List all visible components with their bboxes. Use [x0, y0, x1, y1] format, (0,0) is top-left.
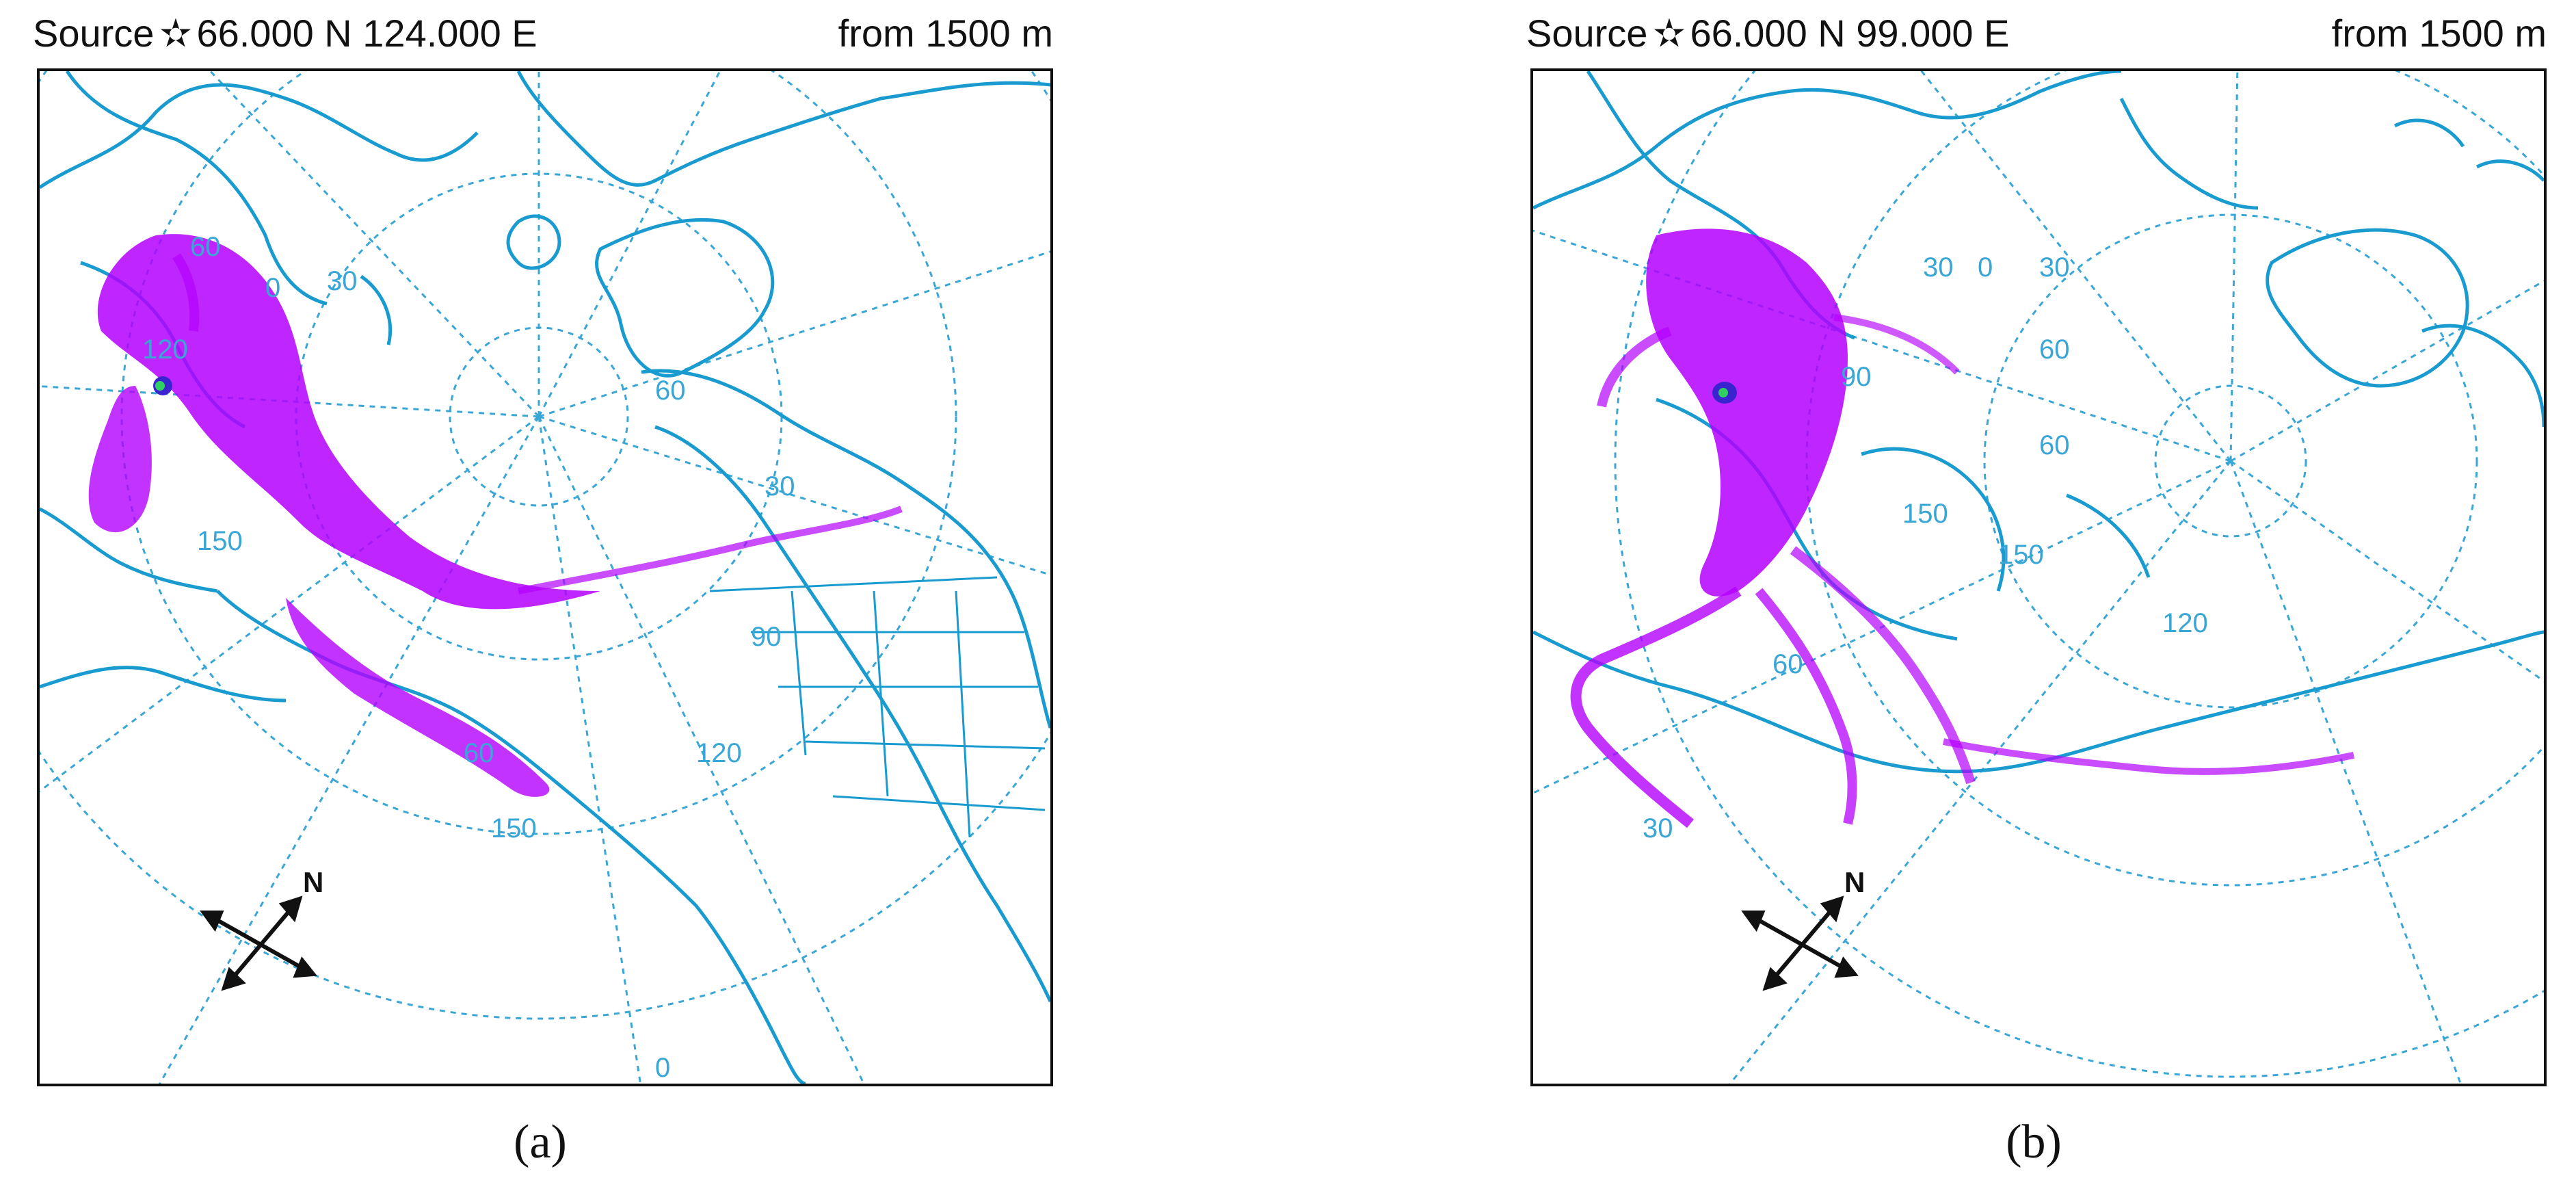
meridian	[2229, 71, 2239, 462]
svg-text:60: 60	[1772, 649, 1803, 679]
svg-text:60: 60	[2039, 335, 2070, 365]
panel-b-caption: (b)	[2006, 1116, 2062, 1168]
compass-a: N	[200, 866, 323, 991]
meridian	[538, 250, 1050, 418]
svg-text:0: 0	[265, 273, 280, 303]
source-latitude: 66.000 N	[1690, 12, 1846, 55]
release-height: from 1500 m	[2331, 12, 2547, 55]
compass-b: N	[1741, 866, 1865, 991]
map-b: 30 0 30 60 90 150 150 60 30 120 60 N	[1533, 71, 2544, 1084]
lat-circle	[1805, 71, 2544, 887]
coastlines-a	[40, 71, 1050, 1084]
meridian	[1533, 460, 2231, 794]
svg-text:150: 150	[1998, 540, 2044, 570]
source-star-icon: ✫	[159, 12, 192, 55]
arrowhead-icon	[278, 895, 303, 923]
lat-circle	[2154, 384, 2307, 538]
coastlines-b	[1533, 71, 2544, 774]
compass-cross-axis	[1744, 911, 1856, 976]
lat-circle	[1614, 71, 2544, 1078]
release-height: from 1500 m	[838, 12, 1053, 55]
source-longitude: 124.000 E	[362, 12, 537, 55]
svg-text:120: 120	[696, 738, 742, 768]
arrowhead-icon	[293, 956, 317, 978]
plume-b	[1570, 228, 2354, 828]
meridian	[1920, 71, 2232, 462]
meridian	[209, 71, 540, 418]
svg-text:150: 150	[197, 526, 243, 556]
source-marker	[155, 381, 165, 391]
meridian	[537, 71, 721, 417]
lat-circle	[1983, 213, 2478, 709]
arrowhead-icon	[1762, 967, 1788, 991]
source-latitude: 66.000 N	[196, 12, 352, 55]
svg-text:0: 0	[655, 1053, 670, 1083]
svg-text:150: 150	[1902, 499, 1948, 529]
source-label: Source	[33, 12, 155, 55]
meridian	[158, 416, 540, 1084]
plume-a	[88, 234, 903, 797]
svg-text:60: 60	[464, 738, 494, 768]
graticule-a	[40, 71, 1050, 1084]
meridian	[538, 415, 1050, 576]
meridian	[2229, 460, 2462, 1084]
meridian	[2230, 460, 2544, 683]
meridian	[1533, 229, 2231, 462]
arrowhead-icon	[1741, 911, 1766, 932]
arrowhead-icon	[1820, 895, 1844, 923]
svg-text:120: 120	[2162, 608, 2208, 638]
svg-text:150: 150	[491, 813, 537, 843]
arrowhead-icon	[1834, 956, 1859, 978]
svg-text:90: 90	[1841, 362, 1872, 392]
svg-text:120: 120	[142, 335, 188, 365]
svg-text:30: 30	[2039, 252, 2070, 283]
compass-north-label: N	[1844, 866, 1865, 898]
svg-text:30: 30	[1643, 813, 1673, 843]
meridian	[537, 416, 641, 1084]
svg-text:90: 90	[751, 622, 782, 652]
panel-a-caption: (a)	[514, 1116, 567, 1168]
map-frame-a: 60 0 30 60 120 150 90 120 60 150 30 0	[37, 68, 1053, 1086]
source-marker	[1718, 388, 1728, 397]
svg-text:60: 60	[2039, 430, 2070, 460]
source-longitude: 99.000 E	[1856, 12, 2010, 55]
compass-cross-axis	[202, 911, 315, 976]
graticule-labels-b: 30 0 30 60 90 150 150 60 30 120 60	[1643, 252, 2208, 843]
source-star-icon: ✫	[1653, 12, 1686, 55]
panel-b-header: Source ✫ 66.000 N 99.000 E from 1500 m	[1521, 10, 2547, 57]
compass-north-label: N	[303, 866, 323, 898]
lat-circle	[40, 71, 1050, 1020]
meridian	[40, 415, 540, 793]
svg-text:30: 30	[327, 266, 358, 296]
arrowhead-icon	[200, 911, 224, 932]
panel-a-header: Source ✫ 66.000 N 124.000 E from 1500 m	[27, 10, 1053, 57]
arrowhead-icon	[221, 967, 246, 991]
svg-text:30: 30	[1923, 252, 1954, 283]
svg-text:30: 30	[765, 471, 795, 501]
lat-circle	[120, 71, 957, 835]
meridian	[537, 416, 865, 1084]
meridian	[1729, 460, 2232, 1084]
map-frame-b: 30 0 30 60 90 150 150 60 30 120 60 N	[1530, 68, 2547, 1086]
meridian	[2230, 280, 2544, 462]
source-label: Source	[1526, 12, 1648, 55]
graticule-b	[1533, 71, 2544, 1084]
map-a: 60 0 30 60 120 150 90 120 60 150 30 0	[40, 71, 1050, 1084]
svg-text:0: 0	[1978, 252, 1993, 283]
graticule-labels-a: 60 0 30 60 120 150 90 120 60 150 30 0	[142, 232, 795, 1083]
svg-text:60: 60	[655, 376, 686, 406]
svg-text:60: 60	[190, 232, 221, 262]
